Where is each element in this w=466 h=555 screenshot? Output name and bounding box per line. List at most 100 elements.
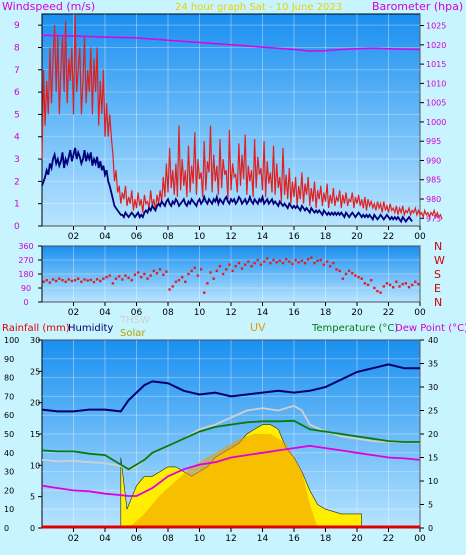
y-left-tick-label: 180 — [18, 270, 33, 279]
temp-tick-label: 20 — [428, 430, 438, 439]
y-left-tick-label: 0 — [14, 222, 20, 232]
direction-point — [215, 269, 219, 273]
compass-label: W — [434, 254, 445, 267]
direction-point — [341, 277, 345, 280]
x-tick-label: 06 — [131, 232, 143, 242]
direction-point — [366, 283, 370, 287]
thsw-label: THSW — [119, 315, 150, 326]
humidity-axis-label: Humidity — [68, 323, 113, 334]
x-tick-label: 22 — [383, 534, 394, 544]
humidity-tick-label: 40 — [4, 449, 14, 458]
x-tick-label: 12 — [225, 534, 236, 544]
direction-point — [221, 272, 225, 276]
avg-line — [41, 147, 413, 224]
direction-point — [231, 269, 234, 273]
direction-point — [99, 279, 102, 283]
y-left-tick-label: 2 — [14, 177, 20, 187]
x-tick-label: 16 — [288, 232, 300, 242]
x-tick-label: 04 — [99, 232, 111, 242]
y-right-tick-label: 1025 — [426, 22, 446, 31]
rain-tick-label: 5 — [30, 493, 35, 502]
direction-point — [108, 274, 111, 277]
direction-point — [281, 261, 285, 265]
direction-point — [294, 258, 297, 262]
humidity-tick-label: 30 — [4, 468, 14, 477]
x-tick-label: 18 — [320, 308, 332, 318]
direction-point — [275, 261, 278, 264]
y-left-tick-label: 1 — [14, 200, 20, 210]
x-tick-label: 12 — [225, 308, 236, 318]
y-right-tick-label: 1000 — [426, 118, 446, 127]
temp-tick-label: 30 — [428, 383, 438, 392]
y-right-tick-label: 990 — [426, 156, 441, 165]
direction-point — [165, 270, 168, 273]
direction-point — [291, 262, 294, 266]
x-tick-label: 02 — [68, 534, 79, 544]
direction-point — [143, 272, 146, 276]
direction-point — [250, 265, 253, 268]
direction-point — [155, 272, 159, 275]
direction-point — [203, 291, 206, 294]
direction-point — [86, 279, 89, 282]
x-tick-label: 20 — [351, 232, 363, 242]
direction-point — [278, 259, 282, 262]
y-left-tick-label: 7 — [14, 66, 20, 76]
direction-point — [105, 275, 108, 279]
direction-point — [388, 283, 392, 287]
x-tick-label: 04 — [99, 534, 111, 544]
x-tick-label: 16 — [288, 308, 300, 318]
direction-point — [351, 272, 354, 275]
y-left-tick-label: 8 — [14, 43, 20, 53]
x-tick-label: 18 — [320, 534, 332, 544]
direction-point — [269, 261, 272, 265]
direction-point — [130, 279, 133, 282]
direction-plot-area — [41, 245, 421, 303]
direction-point — [140, 275, 143, 279]
direction-point — [58, 277, 61, 280]
humidity-tick-label: 10 — [4, 505, 14, 514]
direction-point — [152, 269, 156, 273]
direction-point — [61, 279, 64, 282]
direction-point — [218, 265, 222, 268]
wind-barometer-chart: 0123456789975980985990995100010051010101… — [2, 0, 463, 242]
rain-tick-label: 20 — [30, 399, 40, 408]
direction-point — [297, 261, 300, 264]
x-tick-label: 00 — [414, 534, 426, 544]
direction-point — [102, 277, 105, 280]
direction-point — [149, 274, 152, 277]
direction-point — [303, 261, 307, 265]
direction-point — [266, 257, 269, 260]
temp-tick-label: 25 — [428, 407, 438, 416]
humidity-tick-label: 100 — [4, 336, 19, 345]
direction-point — [45, 279, 48, 282]
direction-point — [171, 285, 174, 288]
x-tick-label: 10 — [194, 232, 206, 242]
x-tick-label: 20 — [351, 534, 363, 544]
y-right-tick-label: 975 — [426, 214, 441, 223]
x-tick-label: 02 — [68, 232, 79, 242]
x-tick-label: 00 — [414, 308, 426, 318]
rain-tick-label: 25 — [30, 367, 40, 376]
direction-point — [111, 282, 115, 285]
direction-point — [373, 286, 376, 290]
direction-point — [322, 263, 326, 266]
direction-point — [70, 279, 74, 283]
direction-point — [67, 278, 70, 281]
direction-point — [237, 261, 241, 265]
direction-point — [162, 273, 165, 276]
x-tick-label: 20 — [351, 308, 363, 318]
direction-point — [51, 278, 55, 281]
direction-point — [174, 280, 178, 283]
direction-point — [168, 288, 171, 291]
direction-point — [136, 271, 140, 274]
x-tick-label: 02 — [68, 308, 79, 318]
temperature-line — [41, 419, 420, 471]
direction-point — [306, 258, 310, 261]
direction-point — [184, 280, 187, 283]
direction-point — [212, 277, 215, 280]
temp-tick-label: 15 — [428, 454, 438, 463]
y-left-tick-label: 4 — [14, 133, 20, 143]
direction-point — [395, 280, 398, 283]
direction-point — [95, 278, 99, 281]
